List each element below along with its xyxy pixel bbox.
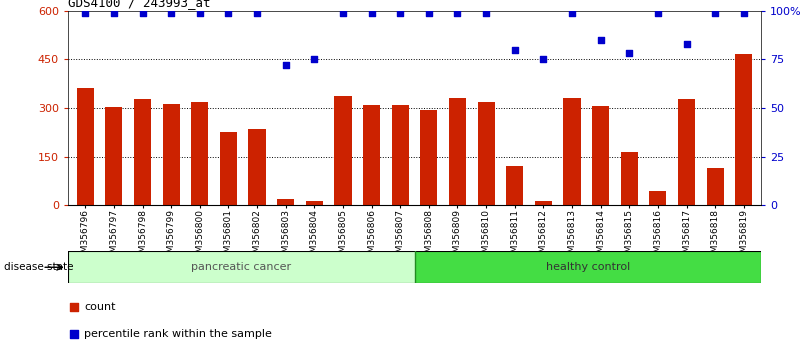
Point bbox=[280, 62, 292, 68]
Point bbox=[480, 10, 493, 15]
Point bbox=[336, 10, 349, 15]
Bar bbox=[277, 199, 294, 205]
Point bbox=[537, 56, 549, 62]
Bar bbox=[77, 88, 94, 205]
Point bbox=[107, 10, 120, 15]
Point bbox=[509, 47, 521, 52]
Point bbox=[308, 56, 320, 62]
Point bbox=[422, 10, 435, 15]
Bar bbox=[306, 201, 323, 205]
Text: pancreatic cancer: pancreatic cancer bbox=[191, 262, 292, 272]
Bar bbox=[134, 99, 151, 205]
Point bbox=[222, 10, 235, 15]
Bar bbox=[248, 129, 266, 205]
Bar bbox=[363, 105, 380, 205]
Point bbox=[623, 51, 636, 56]
Bar bbox=[678, 99, 695, 205]
Bar bbox=[219, 132, 237, 205]
Point bbox=[394, 10, 407, 15]
Bar bbox=[535, 201, 552, 205]
Point bbox=[680, 41, 693, 46]
Bar bbox=[449, 98, 466, 205]
Bar bbox=[650, 191, 666, 205]
Point bbox=[193, 10, 206, 15]
Point bbox=[67, 331, 80, 336]
Point bbox=[709, 10, 722, 15]
Point bbox=[136, 10, 149, 15]
Point bbox=[165, 10, 178, 15]
Bar bbox=[563, 98, 581, 205]
Bar bbox=[706, 168, 724, 205]
Text: count: count bbox=[84, 302, 115, 312]
Point bbox=[594, 37, 607, 42]
Bar bbox=[68, 251, 415, 283]
Bar bbox=[415, 251, 761, 283]
Bar bbox=[477, 102, 495, 205]
Bar bbox=[621, 152, 638, 205]
Bar bbox=[191, 102, 208, 205]
Text: percentile rank within the sample: percentile rank within the sample bbox=[84, 329, 272, 339]
Bar bbox=[163, 104, 179, 205]
Text: GDS4100 / 243993_at: GDS4100 / 243993_at bbox=[68, 0, 211, 10]
Bar bbox=[105, 107, 123, 205]
Point bbox=[251, 10, 264, 15]
Point bbox=[738, 10, 751, 15]
Point bbox=[78, 10, 91, 15]
Bar bbox=[334, 96, 352, 205]
Bar bbox=[392, 105, 409, 205]
Point bbox=[67, 304, 80, 310]
Bar bbox=[735, 55, 752, 205]
Point bbox=[365, 10, 378, 15]
Point bbox=[651, 10, 664, 15]
Point bbox=[451, 10, 464, 15]
Text: healthy control: healthy control bbox=[545, 262, 630, 272]
Bar bbox=[592, 106, 610, 205]
Bar bbox=[421, 110, 437, 205]
Point bbox=[566, 10, 578, 15]
Bar bbox=[506, 166, 523, 205]
Text: disease state: disease state bbox=[4, 262, 74, 272]
